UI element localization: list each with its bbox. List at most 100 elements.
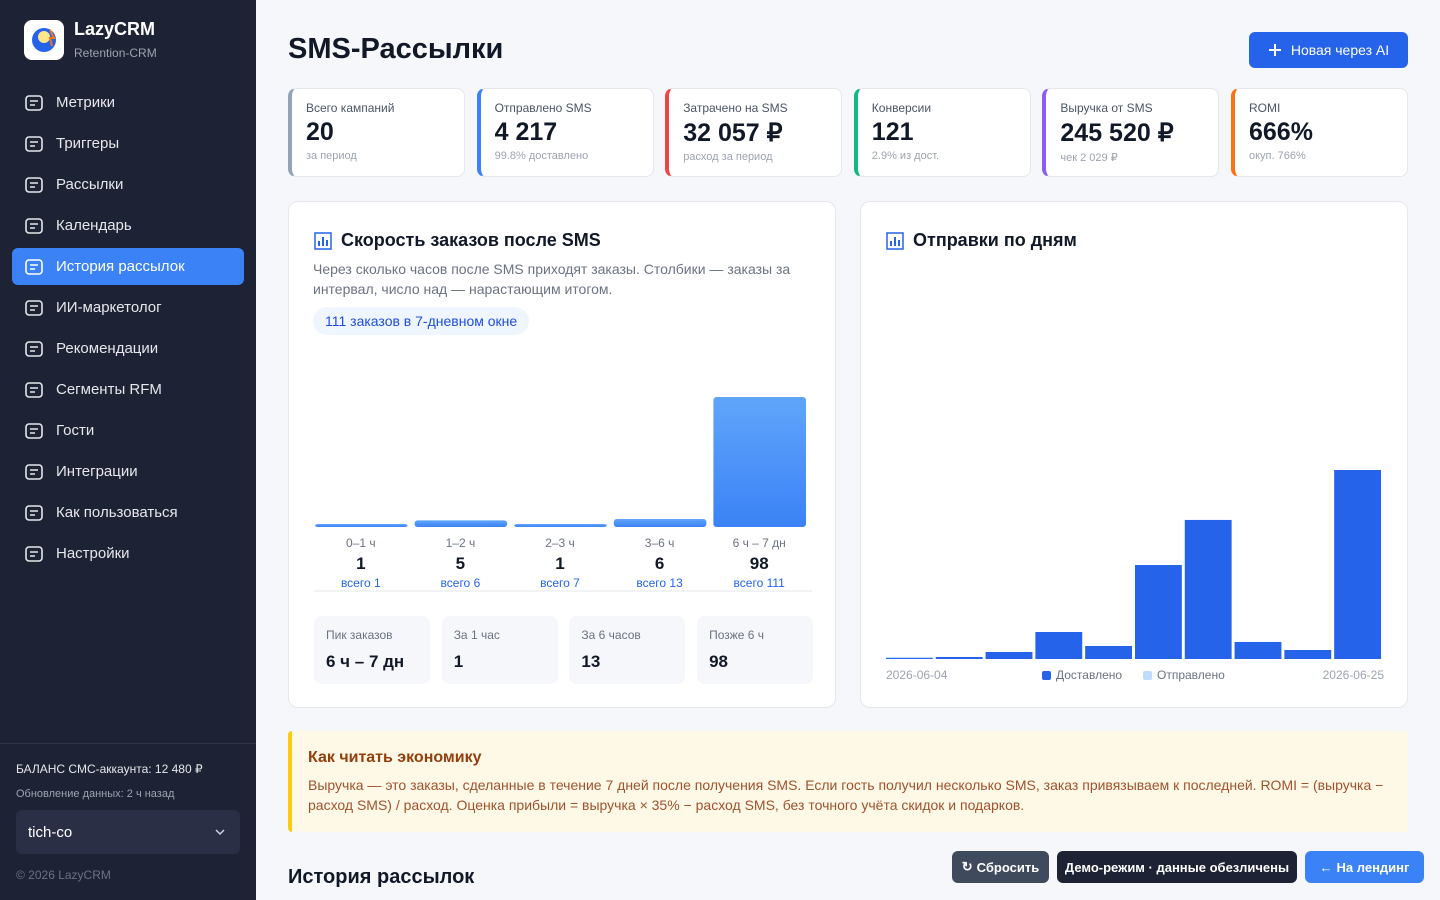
icon-shape: [30, 304, 38, 311]
summary-value: 1: [453, 652, 464, 671]
landing-button[interactable]: ← На лендинг: [1305, 851, 1424, 883]
summary-label: Пик заказов: [326, 628, 393, 642]
nav-item[interactable]: Сегменты RFM: [12, 371, 244, 408]
category-label: 1–2 ч: [446, 536, 476, 550]
summary-value: 98: [709, 652, 729, 671]
icon-shape: [25, 504, 43, 521]
nav-label: Настройки: [56, 545, 130, 562]
summary-label: За 6 часов: [581, 628, 641, 642]
reset-button[interactable]: ↻ Сбросить: [952, 851, 1049, 883]
bar: [1035, 632, 1083, 659]
icon-shape: [30, 140, 38, 147]
bar: [886, 656, 933, 659]
nav-item[interactable]: Календарь: [12, 207, 244, 244]
value-label: 98: [750, 554, 769, 573]
nav-icon: [25, 463, 43, 480]
nav-item[interactable]: Гости: [12, 412, 244, 449]
cumulative-label: всего 111: [734, 576, 786, 590]
icon-shape: [25, 422, 43, 439]
stat-card: Отправлено SMS 4 217 99.8% доставлено: [476, 88, 654, 177]
stat-note: окуп. 766%: [1249, 150, 1306, 162]
divider: [0, 743, 256, 744]
bar: [935, 656, 983, 659]
stat-label: Конверсии: [871, 101, 932, 115]
icon-shape: [30, 386, 38, 393]
tagline: Retention-CRM: [74, 46, 157, 60]
nav-label: Как пользоваться: [56, 504, 178, 521]
new-ai-button[interactable]: Новая через AI: [1249, 32, 1408, 68]
nav-item[interactable]: Рекомендации: [12, 330, 244, 367]
nav-icon: [25, 176, 43, 193]
page-title: SMS-Рассылки: [288, 33, 504, 65]
updated: Обновление данных: 2 ч назад: [16, 788, 175, 800]
account: tich-co: [28, 824, 73, 841]
cumulative-label: всего 13: [636, 576, 683, 590]
summary-box: За 6 часов 13: [569, 616, 686, 684]
notice: Как читать экономику Выручка — это заказ…: [288, 731, 1408, 832]
stat-value: 121: [871, 118, 914, 146]
icon-shape: [25, 463, 43, 480]
nav-item[interactable]: Рассылки: [12, 166, 244, 203]
nav-icon: [25, 217, 43, 234]
nav-icon: [25, 545, 43, 562]
stat-value: 32 057 ₽: [683, 119, 783, 147]
icon-shape: [30, 509, 38, 516]
nav-item[interactable]: ИИ-маркетолог: [12, 289, 244, 326]
icon-shape: [30, 427, 38, 434]
landing-label: На лендинг: [1336, 859, 1410, 875]
bar: [613, 519, 707, 527]
stat-label: Всего кампаний: [306, 101, 395, 115]
notice-text: Выручка — это заказы, сделанные в течени…: [308, 777, 1384, 813]
icon-shape: [30, 263, 38, 270]
nav-item[interactable]: Настройки: [12, 535, 244, 572]
bar: [1284, 650, 1332, 659]
logo: [24, 20, 64, 60]
nav-item[interactable]: История рассылок: [12, 248, 244, 285]
icon-shape: [25, 94, 43, 111]
nav-icon: [25, 340, 43, 357]
bar: [1184, 519, 1232, 659]
copyright: © 2026 LazyCRM: [16, 868, 111, 882]
stat-card: Конверсии 121 2.9% из дост.: [853, 88, 1031, 177]
bar: [985, 652, 1033, 659]
nav-label: Интеграции: [56, 463, 138, 480]
summary-box: За 1 час 1: [441, 616, 558, 684]
cumulative-label: всего 6: [441, 576, 481, 590]
bar: [315, 524, 408, 527]
summary-box: Позже 6 ч 98: [697, 616, 814, 684]
bar: [414, 520, 508, 527]
legend-label: Доставлено: [1056, 668, 1122, 682]
icon-shape: [25, 217, 43, 234]
icon-shape: [30, 222, 38, 229]
nav-label: Рекомендации: [56, 340, 159, 357]
stat-card: Выручка от SMS 245 520 ₽ чек 2 029 ₽: [1042, 88, 1220, 177]
legend-swatch: [1143, 671, 1152, 680]
icon-shape: [25, 135, 43, 152]
value-label: 6: [655, 554, 664, 573]
nav-icon: [25, 135, 43, 152]
nav-item[interactable]: Как пользоваться: [12, 494, 244, 531]
demo-label: Демо-режим · данные обезличены: [1064, 859, 1290, 875]
speed-chart: 0–1 ч 1 всего 1 1–2 ч 5 всего 6 2–3 ч 1 всего 7 3…: [314, 397, 812, 592]
stat-card: ROMI 666% окуп. 766%: [1231, 88, 1408, 177]
value-label: 5: [456, 554, 465, 573]
bar: [514, 524, 607, 527]
nav-item[interactable]: Интеграции: [12, 453, 244, 490]
stat-card: Всего кампаний 20 за период: [288, 88, 465, 177]
nav-item[interactable]: Триггеры: [12, 125, 244, 162]
stat-value: 666%: [1249, 118, 1313, 146]
account-select[interactable]: tich-co: [16, 810, 240, 854]
nav-label: Метрики: [56, 94, 116, 111]
bar: [1135, 565, 1182, 659]
nav-item[interactable]: Метрики: [12, 84, 244, 121]
stat-label: Отправлено SMS: [494, 101, 592, 115]
summary-value: 6 ч – 7 дн: [326, 652, 405, 671]
cumulative-label: всего 1: [341, 576, 381, 590]
nav-label: ИИ-маркетолог: [56, 299, 162, 316]
icon-shape: [25, 340, 43, 357]
nav-icon: [25, 94, 43, 111]
icon-shape: [25, 299, 43, 316]
balance: БАЛАНС СМС-аккаунта: 12 480 ₽: [16, 762, 203, 776]
value-label: 1: [356, 554, 365, 573]
